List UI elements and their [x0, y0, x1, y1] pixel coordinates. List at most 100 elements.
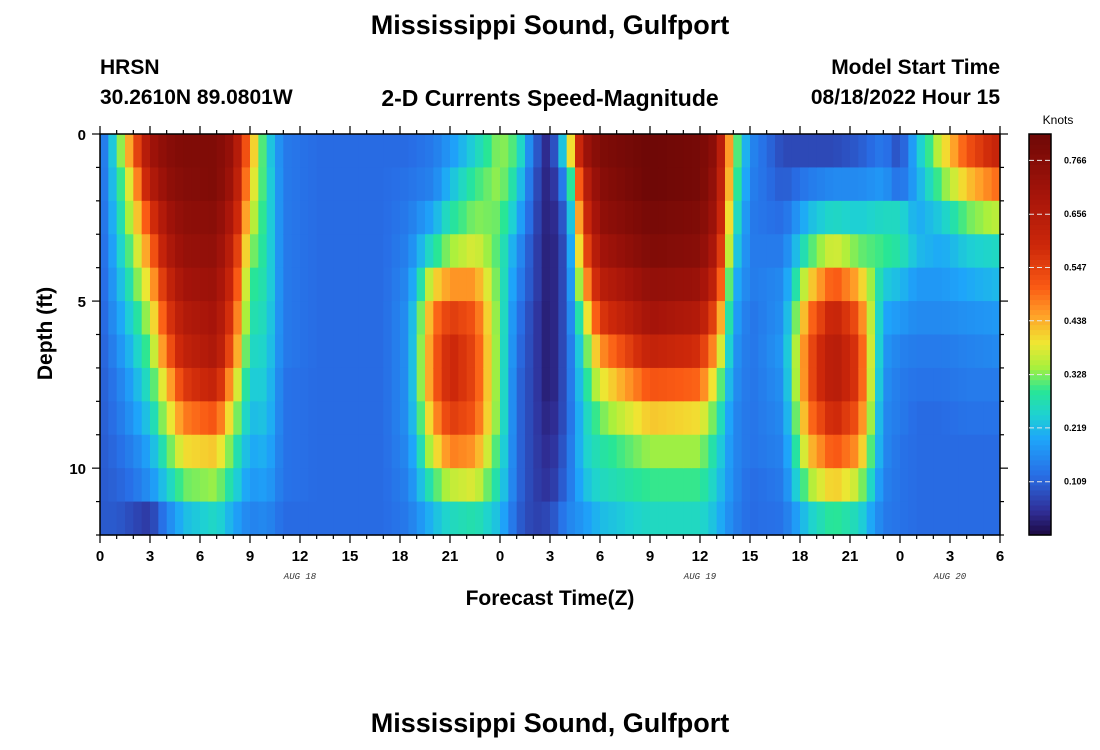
- heatmap-cell: [108, 434, 118, 469]
- heatmap-cell: [566, 501, 576, 536]
- heatmap-cell: [366, 267, 376, 302]
- heatmap-cell: [100, 367, 109, 402]
- heatmap-cell: [325, 234, 334, 269]
- heatmap-cell: [191, 134, 201, 169]
- heatmap-cell: [833, 267, 843, 302]
- colorbar-segment: [1029, 274, 1051, 280]
- heatmap-cell: [916, 200, 926, 235]
- heatmap-cell: [900, 134, 909, 169]
- heatmap-cell: [783, 468, 793, 503]
- heatmap-cell: [291, 434, 301, 469]
- heatmap-cell: [150, 234, 159, 269]
- heatmap-cell: [600, 167, 609, 202]
- heatmap-cell: [241, 167, 251, 202]
- heatmap-cell: [633, 334, 643, 369]
- heatmap-cell: [366, 200, 376, 235]
- x-tick-label: 6: [196, 548, 204, 565]
- heatmap-cell: [750, 334, 759, 369]
- heatmap-cell: [400, 134, 409, 169]
- heatmap-cell: [650, 334, 659, 369]
- heatmap-cell: [391, 434, 401, 469]
- heatmap-cell: [175, 167, 184, 202]
- heatmap-cell: [916, 167, 926, 202]
- heatmap-cell: [100, 134, 109, 169]
- heatmap-cell: [941, 267, 951, 302]
- colorbar-segment: [1029, 519, 1051, 526]
- heatmap-cell: [108, 501, 118, 536]
- heatmap-cell: [133, 134, 143, 169]
- heatmap-cell: [216, 200, 226, 235]
- heatmap-cell: [283, 267, 293, 302]
- colorbar-segment: [1029, 199, 1051, 205]
- heatmap-cell: [308, 301, 318, 336]
- heatmap-cell: [200, 468, 209, 503]
- heatmap-cell: [716, 334, 726, 369]
- heatmap-cell: [483, 301, 493, 336]
- heatmap-cell: [616, 134, 626, 169]
- heatmap-cell: [258, 334, 268, 369]
- heatmap-cell: [625, 401, 634, 436]
- model-start-label: Model Start Time: [831, 56, 1000, 79]
- heatmap-cell: [700, 134, 709, 169]
- heatmap-cell: [400, 267, 409, 302]
- heatmap-cell: [750, 468, 759, 503]
- heatmap-cell: [916, 301, 926, 336]
- heatmap-cell: [400, 367, 409, 402]
- heatmap-cell: [616, 468, 626, 503]
- heatmap-cell: [791, 267, 801, 302]
- heatmap-cell: [708, 468, 718, 503]
- heatmap-cell: [725, 134, 734, 169]
- heatmap-cell: [250, 468, 259, 503]
- heatmap-cell: [416, 401, 426, 436]
- heatmap-cell: [450, 334, 459, 369]
- heatmap-cell: [891, 367, 901, 402]
- heatmap-cell: [383, 267, 393, 302]
- heatmap-cell: [950, 501, 959, 536]
- x-date-label: AUG 19: [683, 572, 717, 582]
- heatmap-cell: [383, 367, 393, 402]
- heatmap-cell: [183, 468, 193, 503]
- heatmap-cell: [191, 200, 201, 235]
- heatmap-cell: [316, 501, 326, 536]
- heatmap-cell: [625, 334, 634, 369]
- heatmap-cell: [933, 134, 943, 169]
- heatmap-cell: [200, 367, 209, 402]
- heatmap-cell: [750, 267, 759, 302]
- colorbar-segment: [1029, 324, 1051, 331]
- heatmap-cell: [950, 434, 959, 469]
- heatmap-cell: [675, 434, 684, 469]
- heatmap-cell: [291, 134, 301, 169]
- heatmap-cell: [533, 267, 543, 302]
- heatmap-cell: [625, 234, 634, 269]
- heatmap-cell: [925, 434, 934, 469]
- heatmap-cell: [800, 367, 809, 402]
- heatmap-cell: [566, 367, 576, 402]
- heatmap-cell: [633, 301, 643, 336]
- heatmap-cell: [583, 401, 593, 436]
- heatmap-cell: [458, 334, 468, 369]
- heatmap-cell: [816, 234, 826, 269]
- heatmap-cell: [750, 434, 759, 469]
- heatmap-cell: [600, 200, 609, 235]
- heatmap-cell: [333, 334, 343, 369]
- heatmap-cell: [166, 401, 176, 436]
- heatmap-cell: [458, 301, 468, 336]
- heatmap-cell: [841, 134, 851, 169]
- heatmap-cell: [525, 468, 534, 503]
- heatmap-cell: [458, 134, 468, 169]
- x-axis-ticks: 0 3 6 9 12 15 18 21 0 3 6 9 12 15 18 21 0 3 6: [96, 126, 1004, 565]
- colorbar-unit: Knots: [1043, 113, 1074, 127]
- heatmap-cell: [608, 468, 618, 503]
- heatmap-cell: [775, 501, 784, 536]
- heatmap-cell: [833, 134, 843, 169]
- heatmap-cell: [266, 200, 276, 235]
- colorbar-segment: [1029, 194, 1051, 200]
- heatmap-cell: [791, 334, 801, 369]
- heatmap-cell: [100, 434, 109, 469]
- heatmap-cell: [125, 468, 134, 503]
- heatmap-cell: [908, 434, 918, 469]
- heatmap-cell: [125, 401, 134, 436]
- heatmap-cell: [375, 234, 384, 269]
- heatmap-cell: [116, 334, 126, 369]
- heatmap-cell: [925, 367, 934, 402]
